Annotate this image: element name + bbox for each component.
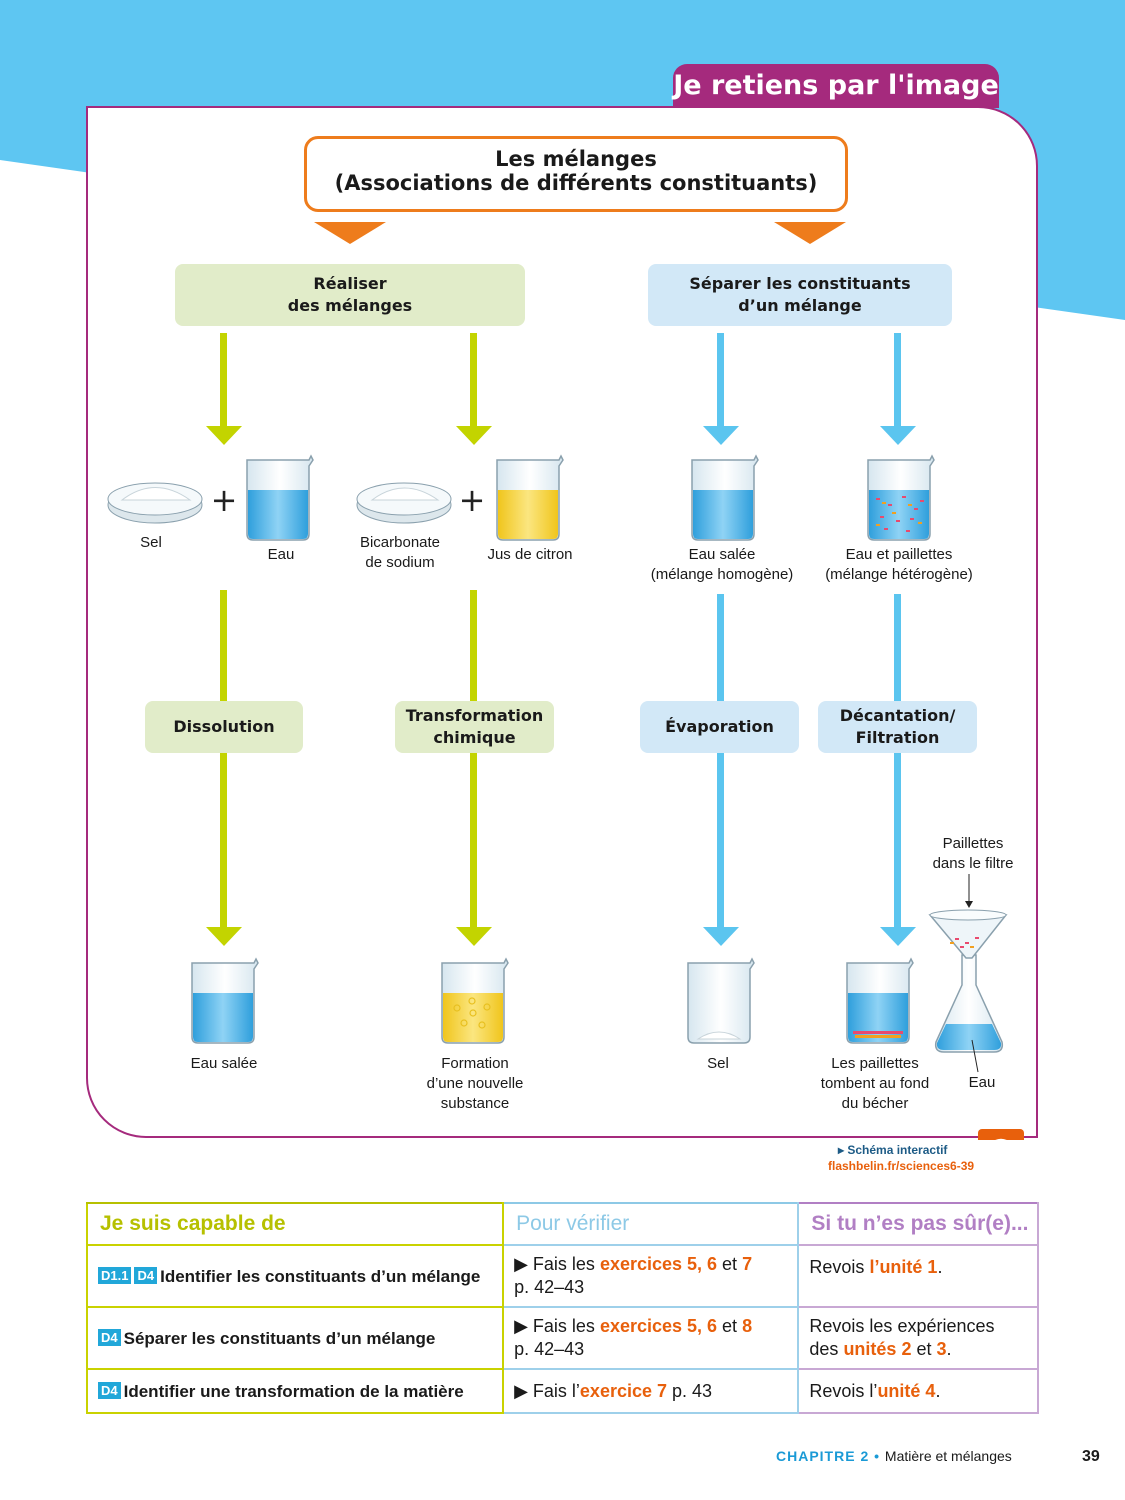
exercise-link[interactable]: 7	[742, 1254, 753, 1274]
check-pages: p. 42–43	[514, 1339, 585, 1359]
laptop-wifi-icon	[978, 1129, 1024, 1140]
title-line1: Les mélanges	[495, 147, 657, 171]
page-footer: CHAPITRE 2 • Matière et mélanges	[776, 1448, 1012, 1464]
table-row: D4 Séparer les constituants d’un mélange …	[85, 1306, 1039, 1370]
interactive-url[interactable]: flashbelin.fr/sciences6-39	[828, 1159, 975, 1173]
page-number: 39	[1082, 1448, 1100, 1465]
beaker-salt-water	[691, 455, 759, 541]
skills-table: Je suis capable de Pour vérifier Si tu n…	[85, 1202, 1039, 1414]
tag-d4: D4	[134, 1266, 158, 1284]
orange-arrow-left	[314, 222, 386, 244]
review-cell: Revois l’unité 4.	[797, 1368, 1039, 1414]
label-water-result: Eau	[968, 1074, 996, 1091]
check-pages: p. 42–43	[514, 1277, 585, 1297]
exercise-link[interactable]: exercice 7	[579, 1380, 668, 1401]
check-cell: ▶ Fais les exercices 5, 6 et 8 p. 42–43	[502, 1306, 800, 1370]
beaker-new-substance	[441, 958, 509, 1044]
exercise-link[interactable]: exercices 5, 6	[599, 1316, 718, 1336]
review-pre: Revois l’	[809, 1380, 878, 1401]
footer-separator: •	[869, 1448, 885, 1464]
check-mid: et	[717, 1316, 743, 1336]
table-row: D1.1 D4 Identifier les constituants d’un m…	[85, 1244, 1039, 1308]
check-cell: ▶ Fais les exercices 5, 6 et 7 p. 42–43	[502, 1244, 800, 1308]
label-glitter-in-filter: Paillettes dans le filtre	[932, 835, 1014, 872]
check-cell: ▶ Fais l’exercice 7 p. 43	[502, 1368, 800, 1414]
label-bicarbonate: Bicarbonate de sodium	[359, 534, 441, 571]
flask-funnel	[928, 874, 1008, 1073]
review-post: .	[937, 1257, 943, 1277]
review-cell: Revois l’unité 1.	[797, 1244, 1039, 1308]
svg-text:+: +	[211, 481, 238, 519]
label-salt-water-result: Eau salée	[190, 1055, 258, 1072]
label-lemon-juice: Jus de citron	[487, 546, 573, 563]
check-pre: ▶ Fais l’	[514, 1380, 580, 1401]
review-pre: Revois les expériences des	[809, 1316, 995, 1359]
unit-link[interactable]: 3	[936, 1339, 947, 1359]
skill-cell: D1.1 D4 Identifier les constituants d’un m…	[85, 1244, 505, 1308]
label-glitter-bottom: Les paillettes tombent au fond du bécher	[820, 1055, 930, 1112]
exercise-link[interactable]: exercices 5, 6	[599, 1254, 718, 1274]
banner-title: Je retiens par l'image	[673, 64, 999, 108]
header-check: Pour vérifier	[502, 1202, 800, 1245]
diagram-title: Les mélanges (Associations de différents…	[304, 136, 848, 212]
unit-link[interactable]: unités 2	[843, 1339, 912, 1359]
review-post: .	[946, 1339, 952, 1359]
blue-arrows	[703, 333, 916, 946]
dish-bicarbonate	[356, 482, 452, 524]
header-review: Si tu n’es pas sûr(e)...	[797, 1202, 1039, 1245]
check-mid: et	[717, 1254, 743, 1274]
check-mid: p. 43	[667, 1380, 713, 1401]
beaker-glitter-water	[867, 455, 935, 541]
beaker-salt-residue	[687, 958, 755, 1044]
dish-salt	[107, 482, 203, 524]
check-pre: ▶ Fais les	[514, 1254, 600, 1274]
label-water: Eau	[267, 546, 295, 563]
beaker-water	[246, 455, 314, 541]
title-line2: (Associations de différents constituants…	[334, 171, 818, 195]
check-pre: ▶ Fais les	[514, 1316, 600, 1336]
skill-text: Identifier les constituants d’un mélange	[160, 1266, 481, 1286]
unit-link[interactable]: l’unité 1	[869, 1257, 938, 1277]
header-skills: Je suis capable de	[85, 1202, 505, 1245]
review-post: .	[935, 1380, 941, 1401]
review-cell: Revois les expériences des unités 2 et 3…	[797, 1306, 1039, 1370]
label-salt-water-homogeneous: Eau salée (mélange homogène)	[650, 546, 794, 583]
beaker-lemon	[496, 455, 564, 541]
chapter-title: Matière et mélanges	[884, 1448, 1012, 1464]
interactive-diagram-link[interactable]: ▸ Schéma interactif	[838, 1143, 948, 1157]
skill-cell: D4 Séparer les constituants d’un mélange	[85, 1306, 505, 1370]
header-make-mixtures: Réaliser des mélanges	[175, 264, 525, 326]
beaker-result-salt-water	[191, 958, 259, 1044]
exercise-link[interactable]: 8	[742, 1316, 753, 1336]
skill-text: Identifier une transformation de la mati…	[123, 1381, 464, 1401]
svg-text:+: +	[459, 481, 486, 519]
green-arrows	[206, 333, 492, 946]
diagram-drawing: + +	[107, 222, 1024, 1140]
chapter-label: CHAPITRE 2	[776, 1448, 870, 1464]
review-pre: Revois	[809, 1257, 870, 1277]
skill-text: Séparer les constituants d’un mélange	[123, 1328, 436, 1348]
process-chemical-transformation: Transformation chimique	[395, 701, 554, 753]
header-separate-constituents: Séparer les constituants d’un mélange	[648, 264, 952, 326]
label-water-glitter: Eau et paillettes (mélange hétérogène)	[825, 546, 973, 583]
tag-d4: D4	[98, 1381, 121, 1399]
orange-arrow-right	[774, 222, 846, 244]
beaker-glitter-bottom	[846, 958, 914, 1044]
process-decantation-filtration: Décantation/ Filtration	[818, 701, 977, 753]
table-row: D4 Identifier une transformation de la ma…	[85, 1368, 1039, 1414]
process-evaporation: Évaporation	[640, 701, 799, 753]
label-salt: Sel	[140, 534, 162, 551]
skill-cell: D4 Identifier une transformation de la ma…	[85, 1368, 505, 1414]
tag-d4: D4	[98, 1328, 121, 1346]
unit-link[interactable]: unité 4	[877, 1380, 936, 1401]
label-new-substance: Formation d’une nouvelle substance	[426, 1055, 524, 1112]
process-dissolution: Dissolution	[145, 701, 303, 753]
review-mid: et	[911, 1339, 937, 1359]
tag-d11: D1.1	[98, 1266, 132, 1284]
label-salt-result: Sel	[707, 1055, 729, 1072]
